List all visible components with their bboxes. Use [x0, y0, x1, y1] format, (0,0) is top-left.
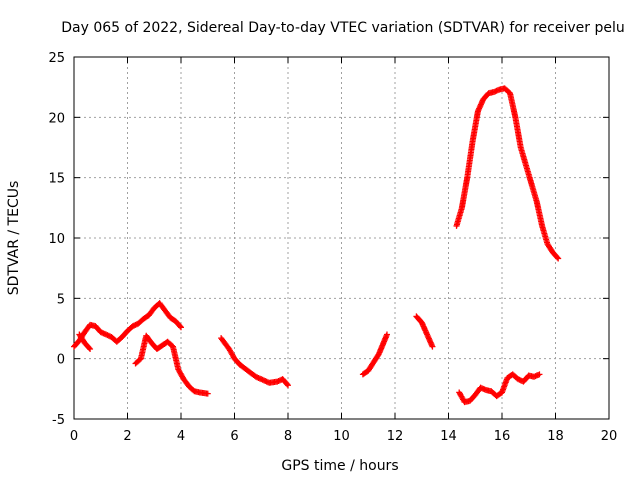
y-tick-label: 25	[48, 51, 65, 66]
series-seg-a	[71, 300, 184, 350]
data-points	[71, 85, 562, 406]
y-tick-label: -5	[52, 413, 65, 428]
x-tick-label: 16	[494, 429, 511, 444]
x-tick-label: 14	[440, 429, 457, 444]
x-tick-label: 12	[387, 429, 404, 444]
x-axis-label: GPS time / hours	[281, 458, 398, 474]
axis-ticks: 0 2 4 6 8 10 12 14 16 18 20 -5 0 5 10 15 20 25	[48, 51, 617, 444]
chart-title: Day 065 of 2022, Sidereal Day-to-day VTE…	[61, 20, 624, 36]
data-point	[177, 323, 184, 330]
series-seg-b	[76, 331, 94, 353]
data-point	[204, 390, 211, 397]
series-seg-g	[453, 85, 562, 262]
data-point	[429, 343, 436, 350]
data-point	[555, 255, 562, 262]
x-tick-label: 6	[230, 429, 238, 444]
series-seg-d	[218, 335, 291, 389]
x-tick-label: 20	[601, 429, 618, 444]
data-point	[554, 254, 561, 261]
data-point	[284, 381, 291, 388]
x-tick-label: 18	[547, 429, 564, 444]
data-point	[178, 324, 184, 331]
y-tick-label: 5	[57, 292, 65, 307]
y-tick-label: 15	[48, 172, 65, 187]
x-tick-label: 4	[177, 429, 185, 444]
x-tick-label: 10	[333, 429, 350, 444]
y-tick-label: 20	[48, 111, 65, 126]
y-tick-label: 10	[48, 232, 65, 247]
data-point	[87, 346, 94, 353]
series-seg-c	[132, 332, 211, 397]
data-point	[285, 382, 291, 389]
x-tick-label: 0	[70, 429, 78, 444]
grid	[74, 57, 609, 419]
data-point	[536, 371, 543, 378]
series-seg-h	[456, 371, 543, 406]
series-seg-f	[413, 313, 436, 350]
data-point	[383, 331, 390, 338]
y-tick-label: 0	[57, 353, 65, 368]
y-axis-label: SDTVAR / TECUs	[6, 181, 22, 296]
x-tick-label: 8	[284, 429, 292, 444]
series-seg-e	[359, 331, 390, 378]
data-point	[86, 345, 93, 352]
x-tick-label: 2	[123, 429, 131, 444]
